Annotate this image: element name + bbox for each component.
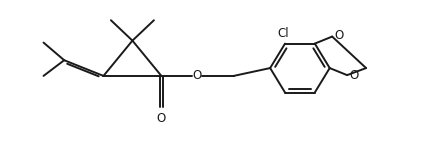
Text: O: O <box>192 69 201 82</box>
Text: O: O <box>157 112 166 125</box>
Text: O: O <box>349 69 358 82</box>
Text: O: O <box>334 29 344 42</box>
Text: Cl: Cl <box>277 27 289 40</box>
